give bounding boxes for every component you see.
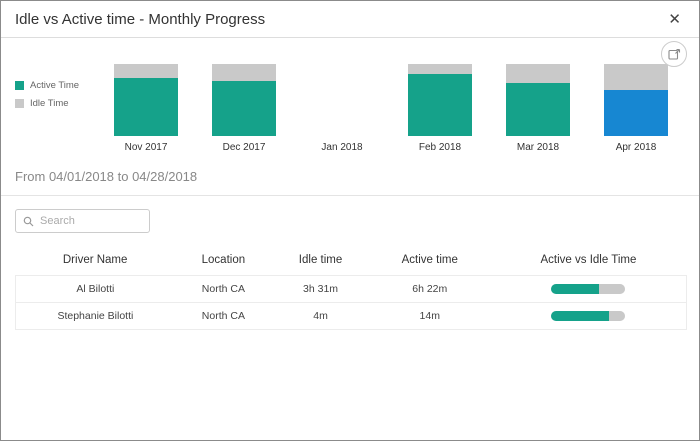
active-time-cell: 6h 22m [412, 283, 448, 295]
idle-time-segment[interactable] [604, 64, 668, 90]
active-vs-idle-cell [490, 276, 686, 303]
bar-slot: Nov 2017 [97, 64, 195, 153]
idle-time-segment[interactable] [408, 64, 472, 75]
stacked-bar[interactable] [212, 64, 276, 136]
stacked-bar[interactable] [408, 64, 472, 136]
bar-slot: Dec 2017 [195, 64, 293, 153]
bar-category-label: Apr 2018 [615, 142, 657, 153]
export-chart-button[interactable] [661, 41, 687, 67]
bar-chart: Nov 2017 Dec 2017 Jan 2018 Feb 2018 Mar 2018… [97, 64, 685, 153]
search-row [1, 196, 699, 233]
ratio-idle-segment [598, 284, 626, 294]
chart-section: Active Time Idle Time Nov 2017 Dec 2017 Jan… [1, 38, 699, 153]
legend-label: Idle Time [30, 98, 69, 109]
drivers-table: Driver Name Location Idle time Active time A… [15, 245, 687, 330]
drivers-table-body: Al Bilotti North CA 3h 31m 6h 22m Stephanie … [15, 275, 687, 330]
driver-name-cell: Al Bilotti [76, 283, 115, 295]
bar-category-label: Nov 2017 [124, 142, 168, 153]
active-time-segment[interactable] [212, 80, 276, 136]
active-time-cell: 14m [419, 310, 440, 322]
idle-time-cell: 4m [313, 310, 328, 322]
active-vs-idle-bar [551, 311, 626, 321]
column-header: Idle time [298, 254, 343, 266]
date-range-row: From 04/01/2018 to 04/28/2018 [1, 153, 699, 186]
active-time-segment[interactable] [408, 74, 472, 136]
ratio-active-segment [551, 284, 599, 294]
bar-category-label: Mar 2018 [516, 142, 560, 153]
chart-legend: Active Time Idle Time [15, 64, 97, 153]
active-time-segment[interactable] [506, 82, 570, 136]
idle-time-cell: 3h 31m [303, 283, 339, 295]
bar-slot: Apr 2018 [587, 64, 685, 153]
column-header: Active time [401, 254, 458, 266]
active-time-segment[interactable] [604, 89, 668, 136]
stacked-bar[interactable] [604, 64, 668, 136]
bar-category-label: Dec 2017 [222, 142, 266, 153]
search-icon [23, 216, 40, 227]
ratio-active-segment [551, 311, 609, 321]
column-header: Driver Name [62, 254, 128, 266]
search-input-wrapper [15, 209, 150, 233]
legend-item: Idle Time [15, 98, 97, 109]
page-title: Idle vs Active time - Monthly Progress [15, 11, 266, 28]
bar-category-label: Feb 2018 [418, 142, 462, 153]
bar-slot: Jan 2018 [293, 64, 391, 153]
export-chart-icon [667, 48, 681, 61]
idle-time-segment[interactable] [114, 64, 178, 78]
table-row[interactable]: Al Bilotti North CA 3h 31m 6h 22m [15, 275, 687, 303]
stacked-bar[interactable] [310, 64, 374, 136]
legend-swatch-icon [15, 81, 24, 90]
column-header: Location [201, 254, 246, 266]
section-divider [1, 195, 699, 196]
stacked-bar[interactable] [114, 64, 178, 136]
bar-slot: Mar 2018 [489, 64, 587, 153]
stacked-bar[interactable] [506, 64, 570, 136]
search-input[interactable] [40, 215, 142, 227]
legend-swatch-icon [15, 99, 24, 108]
active-time-segment[interactable] [114, 77, 178, 136]
idle-time-segment[interactable] [506, 64, 570, 83]
close-icon[interactable]: ✕ [664, 10, 685, 29]
bar-category-label: Jan 2018 [321, 142, 363, 153]
ratio-idle-segment [608, 311, 626, 321]
active-vs-idle-bar [551, 284, 626, 294]
column-header: Active vs Idle Time [540, 254, 637, 266]
location-cell: North CA [201, 283, 245, 295]
legend-item: Active Time [15, 80, 97, 91]
bar-slot: Feb 2018 [391, 64, 489, 153]
date-range-label: From 04/01/2018 to 04/28/2018 [15, 169, 198, 184]
legend-label: Active Time [30, 80, 80, 91]
modal-header: Idle vs Active time - Monthly Progress ✕ [1, 1, 699, 38]
table-row[interactable]: Stephanie Bilotti North CA 4m 14m [15, 302, 687, 330]
driver-name-cell: Stephanie Bilotti [57, 310, 134, 322]
drivers-table-header: Driver Name Location Idle time Active time A… [16, 245, 687, 276]
location-cell: North CA [201, 310, 245, 322]
active-vs-idle-cell [490, 303, 686, 330]
idle-time-segment[interactable] [212, 64, 276, 81]
